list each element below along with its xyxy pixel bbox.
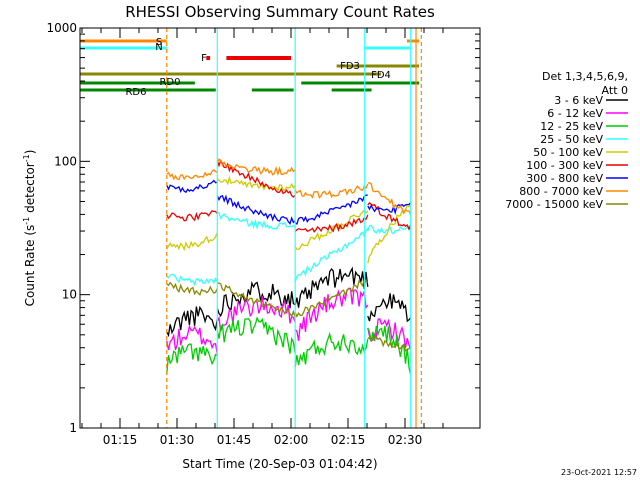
x-tick-label: 01:45 [217,433,252,447]
y-tick-label: 1 [69,421,77,435]
flag-label: FD3 [340,61,360,72]
legend-entry: 6 - 12 keV [547,107,603,120]
legend-header: Att 0 [602,84,628,97]
legend-entry: 50 - 100 keV [533,146,603,159]
x-tick-label: 02:00 [274,433,309,447]
x-axis-label: Start Time (20-Sep-03 01:04:42) [182,457,377,471]
series-line [166,266,412,338]
x-tick-label: 02:30 [388,433,423,447]
series-line [166,287,412,355]
flag-label: F [201,53,207,64]
x-tick-label: 01:30 [160,433,195,447]
series-line [166,175,412,264]
y-tick-label: 1000 [46,21,77,35]
legend-entry: 25 - 50 keV [540,133,603,146]
x-tick-label: 01:15 [103,433,138,447]
y-tick-label: 100 [54,154,77,168]
legend-entry: 300 - 800 keV [526,172,603,185]
axis-layer: 1 10 100 1000 01:15 01:30 01:45 02:00 02:15 02:30 [46,21,480,447]
legend-entry: 7000 - 15000 keV [505,198,603,211]
plot-frame [79,27,481,429]
flag-label: FD4 [371,70,391,81]
series-line [166,211,412,287]
legend-header: Det 1,3,4,5,6,9, [542,70,628,83]
series-line [166,158,412,216]
flag-label: RD6 [125,87,146,98]
series-line [166,316,412,375]
flag-label: RD0 [159,77,180,88]
x-tick-label: 02:15 [331,433,366,447]
legend-entry: 800 - 7000 keV [519,185,603,198]
series-line [166,179,412,226]
legend-entry: 3 - 6 keV [554,94,603,107]
legend-entry: 12 - 25 keV [540,120,603,133]
flag-label: S [156,37,162,48]
data-layer [166,158,412,375]
y-tick-label: 10 [62,288,77,302]
y-axis-label: Count Rate (s-1 detector-1) [22,150,37,307]
series-line [166,159,412,233]
chart-title: RHESSI Observing Summary Count Rates [125,3,435,21]
legend-entry: 100 - 300 keV [526,159,603,172]
flag-layer: SN F FD3 FD4 RD0 RD6 [80,28,422,428]
series-line [166,277,412,352]
flag-label: N [155,42,162,53]
footer-date: 23-Oct-2021 12:57 [561,468,637,477]
